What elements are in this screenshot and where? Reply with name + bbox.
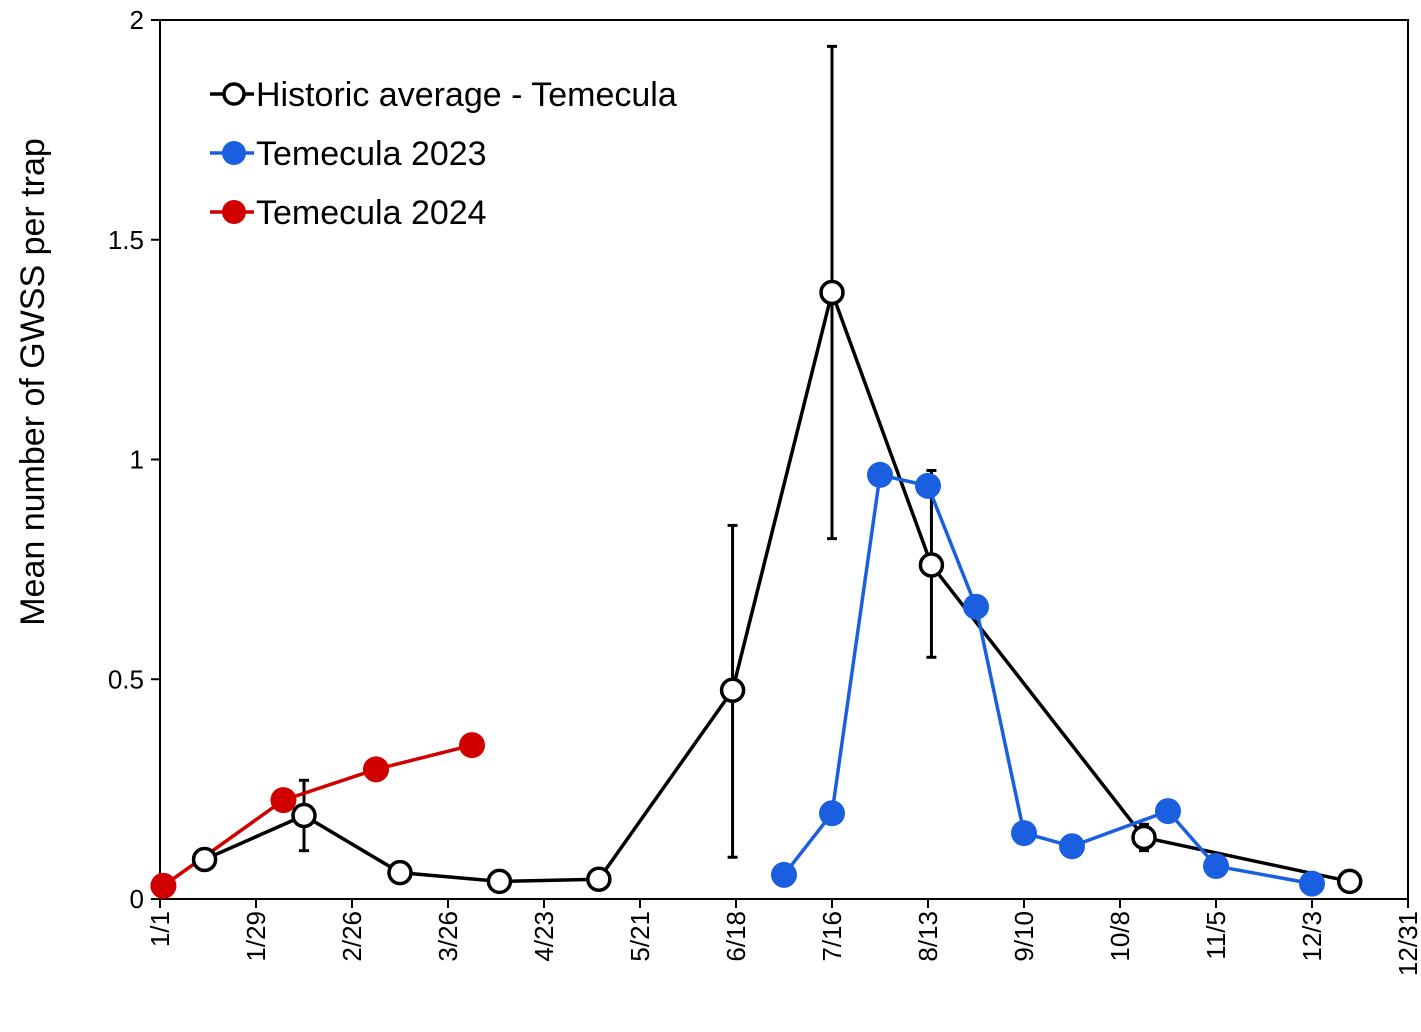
data-point [1336,868,1363,895]
x-tick-label: 11/5 [1201,911,1231,960]
y-tick-label: 2 [130,5,144,35]
legend: Historic average - Temecula Temecula 2023… [210,76,677,232]
data-point [771,861,797,888]
x-tick-label: 12/31 [1393,911,1421,976]
x-tick-label: 3/26 [433,911,463,962]
data-point [918,552,945,578]
x-tick-label: 10/8 [1105,911,1135,962]
legend-marker [222,200,246,224]
data-point [915,472,941,499]
data-point [387,859,413,886]
x-tick-label: 8/13 [913,911,943,962]
x-tick-label: 1/29 [241,911,271,962]
y-axis-title: Mean number of GWSS per trap [14,138,52,626]
data-point [1203,853,1229,880]
series-1 [782,473,1313,886]
series-line [162,743,473,888]
legend-label: Temecula 2024 [256,194,487,232]
x-tick-label: 4/23 [529,911,559,962]
x-tick-label: 5/21 [625,911,655,962]
data-point [459,732,485,759]
legend-label: Historic average - Temecula [256,76,677,114]
data-point [819,279,845,306]
series-line [203,290,1351,884]
y-axis-ticks: 0 0.5 1 1.5 2 [108,5,160,914]
data-point [191,846,218,873]
data-point [1011,820,1037,847]
data-point [867,461,893,488]
x-tick-label: 2/26 [337,911,367,962]
y-tick-label: 1.5 [108,225,144,255]
data-point [1155,798,1181,825]
x-tick-label: 7/16 [817,911,847,962]
data-point [819,800,845,827]
y-tick-label: 0.5 [108,664,144,694]
data-point [270,787,297,814]
y-tick-label: 1 [130,445,144,475]
y-tick-label: 0 [130,884,144,914]
series-line [782,473,1313,886]
series-2 [162,743,473,888]
series-layer [150,44,1363,899]
legend-marker [222,82,246,106]
data-point [291,802,317,829]
series-1-markers [771,461,1325,897]
data-point [586,866,612,892]
series-0-markers [191,279,1363,895]
x-tick-label: 6/18 [721,911,751,962]
data-point [486,868,513,895]
data-point [150,872,177,899]
series-2-markers [150,732,485,899]
legend-label: Temecula 2023 [256,135,487,173]
data-point [363,756,389,783]
data-point [963,593,989,620]
legend-marker [222,141,246,165]
data-point [1299,870,1325,897]
x-tick-label: 12/3 [1297,911,1327,962]
x-axis-ticks: 1/1 1/29 2/26 3/26 4/23 5/21 6/18 7/16 8/13 9/10 1… [145,899,1421,976]
data-point [1059,833,1085,860]
data-point [719,677,746,703]
x-tick-label: 1/1 [145,911,175,947]
data-point [1131,824,1157,851]
x-tick-label: 9/10 [1009,911,1039,962]
